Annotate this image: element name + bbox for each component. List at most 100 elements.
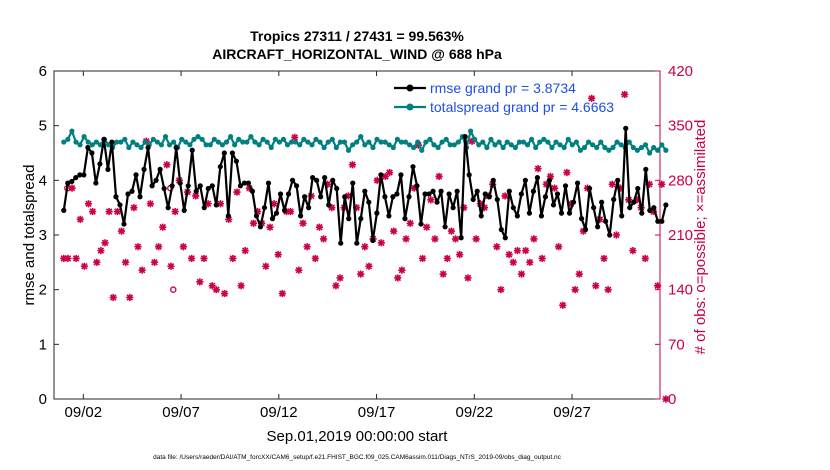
rmse-point	[125, 191, 131, 197]
rmse-point	[390, 194, 396, 200]
rmse-point	[97, 161, 103, 167]
obs-assimilated-marker	[546, 172, 554, 181]
totalspread-point	[415, 139, 421, 145]
rmse-point	[217, 164, 223, 170]
rmse-point	[374, 210, 380, 216]
y-right-tick-label: 0	[668, 391, 676, 408]
totalspread-point	[337, 139, 344, 145]
y-left-tick-label: 5	[39, 118, 47, 135]
obs-assimilated-marker	[315, 223, 324, 231]
totalspread-point	[520, 139, 527, 145]
obs-assimilated-marker	[122, 258, 130, 266]
obs-assimilated-marker	[192, 192, 200, 200]
rmse-point	[358, 216, 364, 222]
obs-assimilated-marker	[84, 200, 93, 208]
obs-assimilated-marker	[237, 282, 245, 290]
rmse-point	[418, 221, 424, 227]
obs-assimilated-marker	[616, 184, 625, 192]
rmse-point	[482, 191, 488, 197]
totalspread-point	[248, 134, 254, 140]
rmse-point	[129, 188, 135, 194]
rmse-point	[141, 166, 147, 172]
totalspread-point	[500, 144, 506, 151]
rmse-point	[607, 232, 613, 238]
obs-assimilated-marker	[526, 258, 534, 266]
totalspread-point	[634, 147, 640, 153]
totalspread-point	[142, 139, 148, 145]
rmse-point	[306, 205, 312, 211]
totalspread-point	[398, 139, 405, 145]
rmse-point	[173, 144, 179, 151]
rmse-point	[61, 207, 67, 213]
obs-assimilated-marker	[60, 254, 68, 263]
rmse-point	[510, 205, 516, 211]
rmse-point	[595, 224, 601, 230]
rmse-point	[85, 144, 91, 151]
obs-assimilated-marker	[604, 286, 612, 294]
totalspread-point	[516, 139, 523, 145]
rmse-point	[619, 213, 625, 219]
totalspread-point	[565, 136, 571, 142]
totalspread-point	[585, 139, 592, 145]
totalspread-point	[227, 134, 234, 140]
totalspread-point	[537, 139, 543, 145]
totalspread-point	[301, 136, 307, 142]
rmse-point	[362, 188, 368, 194]
rmse-point	[394, 191, 400, 197]
rmse-point	[273, 210, 280, 216]
rmse-point	[530, 188, 537, 194]
obs-assimilated-marker	[435, 172, 443, 181]
obs-assimilated-marker	[456, 250, 464, 259]
totalspread-point	[362, 142, 368, 148]
totalspread-point	[378, 139, 384, 145]
totalspread-point	[236, 136, 242, 142]
totalspread-point	[390, 144, 396, 151]
totalspread-point	[114, 139, 120, 145]
obs-assimilated-marker	[126, 293, 134, 302]
totalspread-point	[240, 139, 246, 145]
totalspread-point	[394, 136, 400, 142]
y-left-tick-label: 3	[39, 227, 47, 244]
totalspread-point	[199, 136, 205, 142]
totalspread-point	[642, 142, 649, 148]
totalspread-point	[594, 144, 600, 151]
rmse-point	[430, 188, 436, 194]
totalspread-point	[630, 144, 636, 151]
totalspread-point	[618, 142, 624, 148]
totalspread-point	[329, 136, 335, 142]
obs-assimilated-marker	[196, 278, 204, 286]
rmse-point	[293, 183, 300, 189]
obs-assimilated-marker	[328, 204, 336, 212]
obs-assimilated-marker	[216, 200, 225, 208]
x-tick-label: 09/27	[553, 404, 591, 421]
obs-assimilated-marker	[204, 200, 212, 208]
y-axis-left-label: rmse and totalspread	[21, 165, 38, 306]
totalspread-point	[309, 142, 315, 148]
obs-assimilated-marker	[550, 184, 559, 192]
legend-rmse-marker	[406, 84, 414, 92]
rmse-point	[578, 216, 585, 222]
rmse-point	[69, 178, 75, 185]
rmse-point	[105, 166, 111, 172]
rmse-point	[221, 150, 227, 156]
obs-assimilated-marker	[253, 207, 262, 216]
totalspread-point	[655, 147, 661, 153]
obs-assimilated-marker	[163, 161, 171, 169]
obs-assimilated-marker	[109, 293, 117, 302]
rmse-point	[89, 150, 95, 156]
obs-assimilated-marker	[579, 227, 587, 235]
totalspread-point	[370, 144, 376, 151]
rmse-point	[643, 166, 649, 172]
data-file-footnote: data file: /Users/raeder/DAI/ATM_forcXX/…	[153, 454, 562, 461]
obs-assimilated-marker	[406, 219, 414, 227]
totalspread-point	[431, 142, 437, 148]
rmse-point	[269, 216, 276, 222]
totalspread-point	[134, 142, 140, 148]
rmse-point	[161, 185, 167, 192]
totalspread-point	[333, 144, 339, 151]
rmse-point	[229, 150, 235, 156]
obs-assimilated-marker	[324, 180, 332, 188]
obs-assimilated-marker	[662, 395, 670, 403]
obs-assimilated-marker	[447, 227, 456, 235]
totalspread-point	[402, 139, 409, 145]
